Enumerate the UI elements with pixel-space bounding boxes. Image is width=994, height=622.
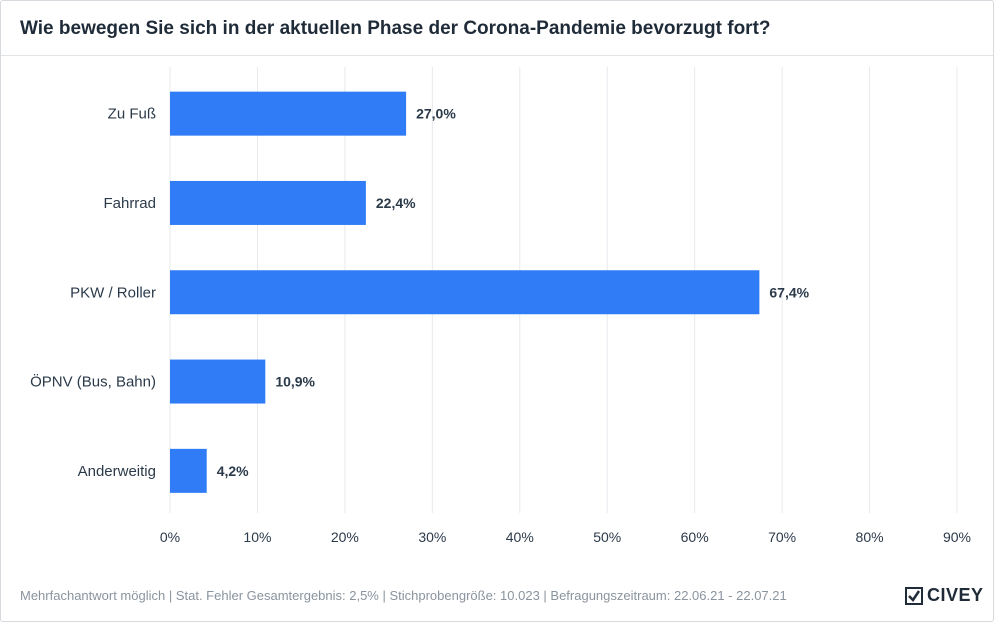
category-label: Anderweitig [78, 463, 156, 480]
x-tick-label: 30% [418, 529, 446, 545]
x-tick-label: 10% [243, 529, 271, 545]
footer-note: Mehrfachantwort möglich | Stat. Fehler G… [20, 588, 787, 603]
bar-chart: 0% 10% 20% 30% 40% 50% 60% 70% 80% 90% Zu Fuß 27,0%… [30, 67, 971, 545]
category-label: Zu Fuß [108, 106, 156, 123]
value-label: 27,0% [416, 106, 456, 122]
x-tick-label: 60% [681, 529, 709, 545]
chart-title: Wie bewegen Sie sich in der aktuellen Ph… [20, 18, 771, 39]
value-label: 4,2% [217, 463, 249, 479]
value-label: 10,9% [275, 374, 315, 390]
value-label: 22,4% [376, 195, 416, 211]
bar [170, 448, 207, 493]
logo-text: CIVEY [927, 585, 984, 605]
category-label: Fahrrad [103, 195, 156, 212]
x-tick-label: 0% [160, 529, 180, 545]
x-tick-label: 40% [506, 529, 534, 545]
bar [170, 270, 760, 315]
bar [170, 180, 366, 225]
x-tick-label: 20% [331, 529, 359, 545]
bar [170, 359, 266, 404]
category-label: PKW / Roller [70, 284, 156, 301]
x-tick-label: 70% [768, 529, 796, 545]
bar [170, 91, 407, 136]
x-tick-label: 50% [593, 529, 621, 545]
title-bar: Wie bewegen Sie sich in der aktuellen Ph… [1, 1, 993, 56]
value-label: 67,4% [769, 284, 809, 300]
x-tick-label: 90% [943, 529, 971, 545]
civey-logo-icon [905, 586, 923, 605]
civey-logo: CIVEY [905, 585, 984, 606]
x-tick-label: 80% [856, 529, 884, 545]
category-label: ÖPNV (Bus, Bahn) [30, 373, 156, 391]
